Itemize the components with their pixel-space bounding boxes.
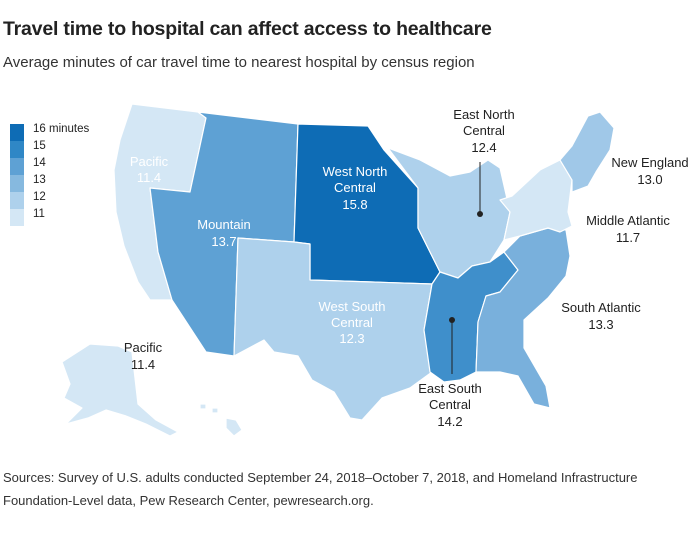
label-esc-line2: Central [429, 397, 471, 412]
label-mountain-name: Mountain [197, 217, 250, 232]
label-esc-line1: East South [418, 381, 482, 396]
label-sa-value: 13.3 [588, 317, 613, 332]
region-south-atlantic [475, 227, 571, 409]
label-ne-value: 13.0 [637, 172, 662, 187]
label-wsc-value: 12.3 [339, 331, 364, 346]
enc-leader-dot [477, 211, 483, 217]
label-pacific2-name: Pacific [124, 340, 163, 355]
legend-swatch-15 [10, 141, 24, 158]
chart-subtitle: Average minutes of car travel time to ne… [3, 54, 475, 71]
label-pacific2-value: 11.4 [131, 357, 155, 372]
label-enc-line2: Central [463, 123, 505, 138]
label-wnc-line2: Central [334, 180, 376, 195]
label-enc-value: 12.4 [471, 140, 496, 155]
legend-swatch-13 [10, 175, 24, 192]
esc-leader-dot [449, 317, 455, 323]
source-note: Sources: Survey of U.S. adults conducted… [3, 466, 693, 512]
label-pacific-value: 11.4 [137, 170, 161, 185]
legend-label-16: 16 minutes [33, 123, 90, 135]
region-hawaii-islands [199, 403, 219, 414]
label-ma-value: 11.7 [616, 230, 640, 245]
region-hawaii [225, 417, 243, 437]
legend-swatch-11 [10, 209, 24, 226]
legend-label-11: 11 [33, 208, 45, 220]
legend-swatch-12 [10, 192, 24, 209]
legend-swatch-16 [10, 124, 24, 141]
region-alaska [61, 343, 179, 437]
label-mountain-value: 13.7 [211, 234, 236, 249]
source-line-2: Foundation-Level data, Pew Research Cent… [3, 493, 374, 508]
chart-title: Travel time to hospital can affect acces… [3, 18, 492, 40]
label-wnc-value: 15.8 [342, 197, 367, 212]
label-enc-line1: East North [453, 107, 514, 122]
label-wsc-line2: Central [331, 315, 373, 330]
region-new-england [559, 111, 615, 193]
legend-label-14: 14 [33, 157, 46, 169]
label-sa-name: South Atlantic [561, 300, 641, 315]
region-middle-atlantic [499, 159, 573, 241]
source-line-1: Sources: Survey of U.S. adults conducted… [3, 470, 638, 485]
legend-label-12: 12 [33, 191, 46, 203]
label-wsc-line1: West South [319, 299, 386, 314]
legend-swatch-14 [10, 158, 24, 175]
legend-label-15: 15 [33, 140, 46, 152]
label-ma-name: Middle Atlantic [586, 213, 670, 228]
legend-label-13: 13 [33, 174, 46, 186]
label-pacific-name: Pacific [130, 154, 169, 169]
label-ne-name: New England [611, 155, 688, 170]
label-wnc-line1: West North [323, 164, 388, 179]
legend: 16 minutes 15 14 13 12 11 [10, 123, 90, 226]
label-esc-value: 14.2 [437, 414, 462, 429]
